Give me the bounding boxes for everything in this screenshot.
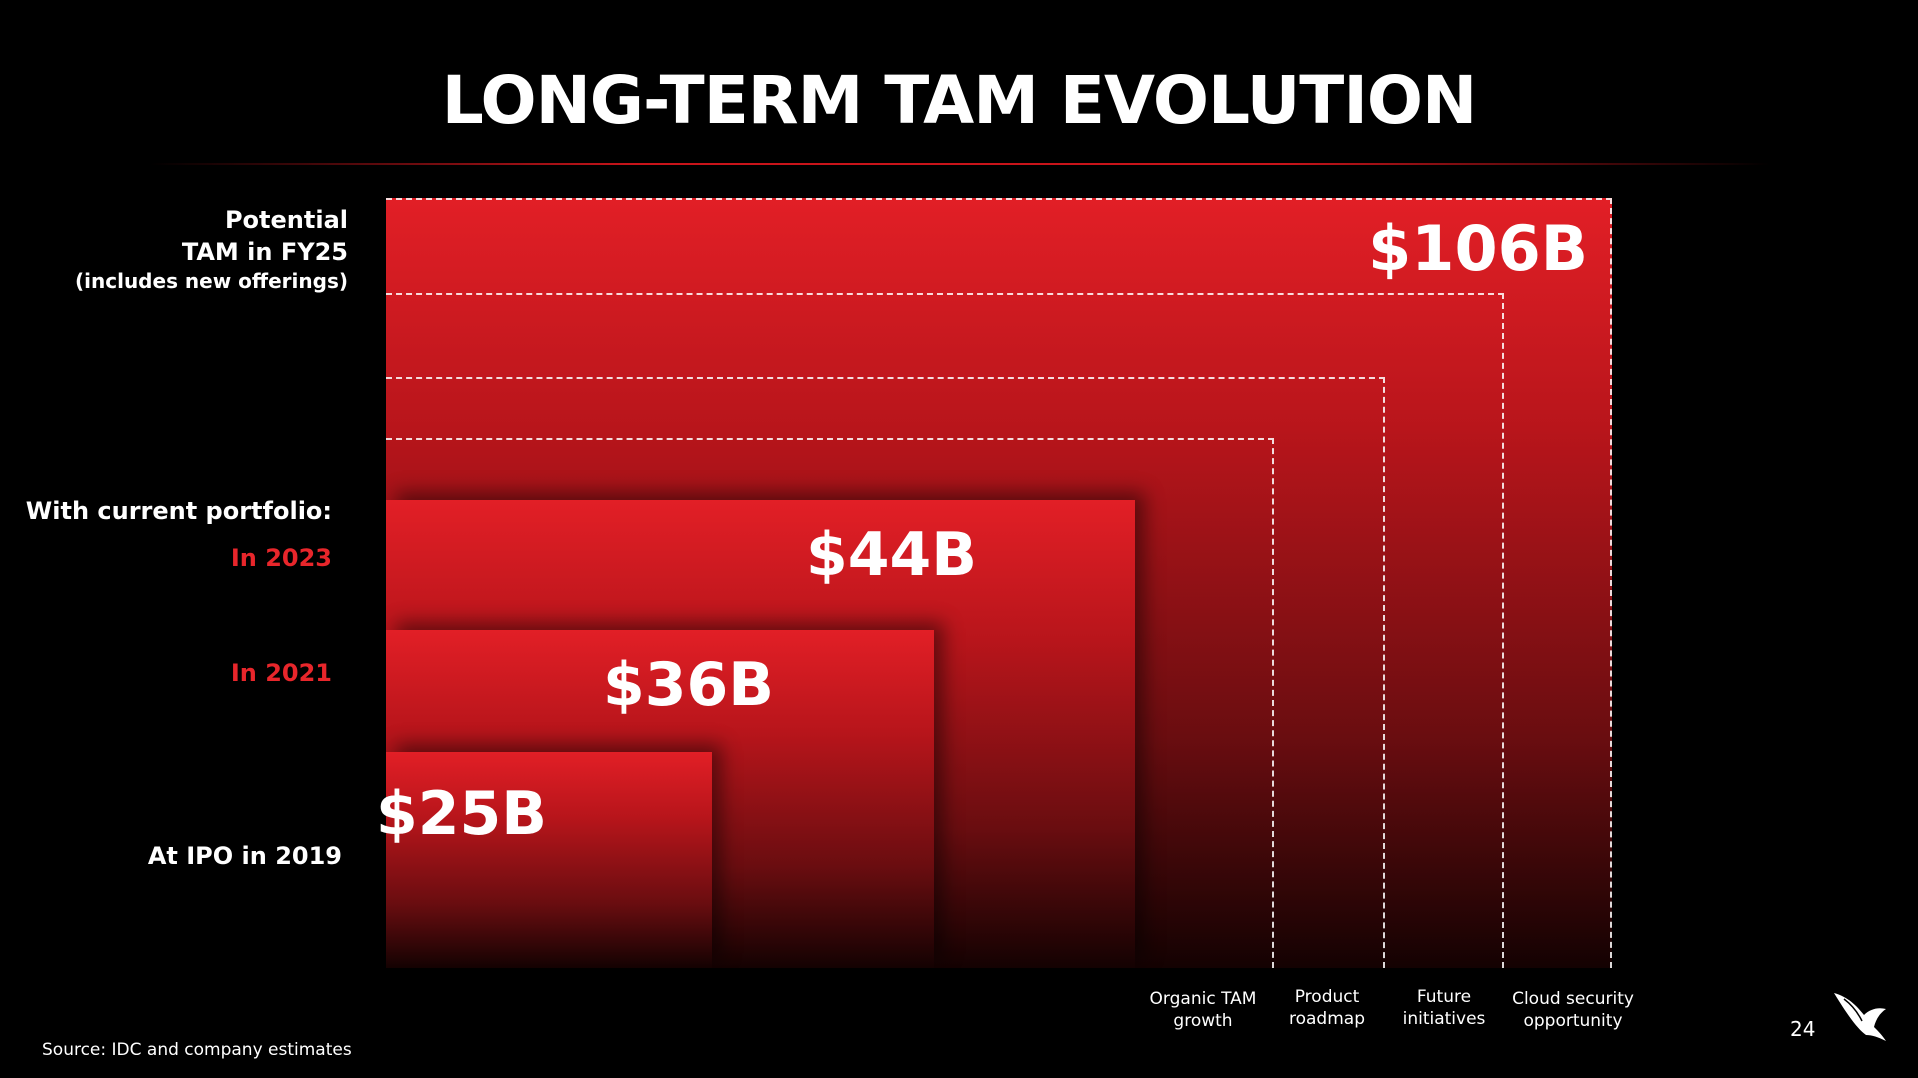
label-in-2023: In 2023 <box>230 544 332 572</box>
growth-boundary-outer <box>386 198 1612 968</box>
cat-cloud-line2: opportunity <box>1523 1011 1623 1031</box>
cat-cloud-line1: Cloud security <box>1512 989 1634 1009</box>
tam-value-label-2: $36B <box>603 650 774 720</box>
cat-product-roadmap: Product roadmap <box>1262 986 1392 1030</box>
cat-future-line1: Future <box>1416 987 1472 1007</box>
tam-value-label-4: $106B <box>1368 212 1588 285</box>
tam-bar-1 <box>386 752 712 968</box>
page-number: 24 <box>1790 1017 1816 1041</box>
label-potential-line3: (includes new offerings) <box>75 269 348 293</box>
growth-boundary-3 <box>386 293 1504 968</box>
cat-organic-line1: Organic TAM <box>1149 989 1257 1009</box>
cat-cloud-security: Cloud security opportunity <box>1498 988 1648 1032</box>
falcon-logo-icon <box>1834 993 1886 1041</box>
growth-boundary-1 <box>386 438 1274 968</box>
tam-value-label-3: $44B <box>806 520 977 590</box>
label-potential-line2: TAM in FY25 <box>181 238 348 266</box>
cat-future-line2: initiatives <box>1402 1009 1486 1029</box>
cat-future-initiatives: Future initiatives <box>1379 986 1509 1030</box>
cat-roadmap-line1: Product <box>1294 987 1360 1007</box>
page-title: LONG-TERM TAM EVOLUTION <box>441 62 1477 139</box>
label-current-portfolio: With current portfolio: <box>25 497 332 525</box>
label-ipo-2019: At IPO in 2019 <box>147 842 342 870</box>
label-in-2021: In 2021 <box>230 659 332 687</box>
cat-organic-line2: growth <box>1173 1011 1233 1031</box>
title-divider <box>150 163 1770 165</box>
cat-roadmap-line2: roadmap <box>1289 1009 1365 1029</box>
tam-value-label-1: $25B <box>376 779 547 849</box>
growth-boundary-2 <box>386 377 1385 968</box>
source-note: Source: IDC and company estimates <box>42 1040 352 1060</box>
cat-organic-tam-growth: Organic TAM growth <box>1138 988 1268 1032</box>
label-potential-line1: Potential <box>224 206 348 234</box>
